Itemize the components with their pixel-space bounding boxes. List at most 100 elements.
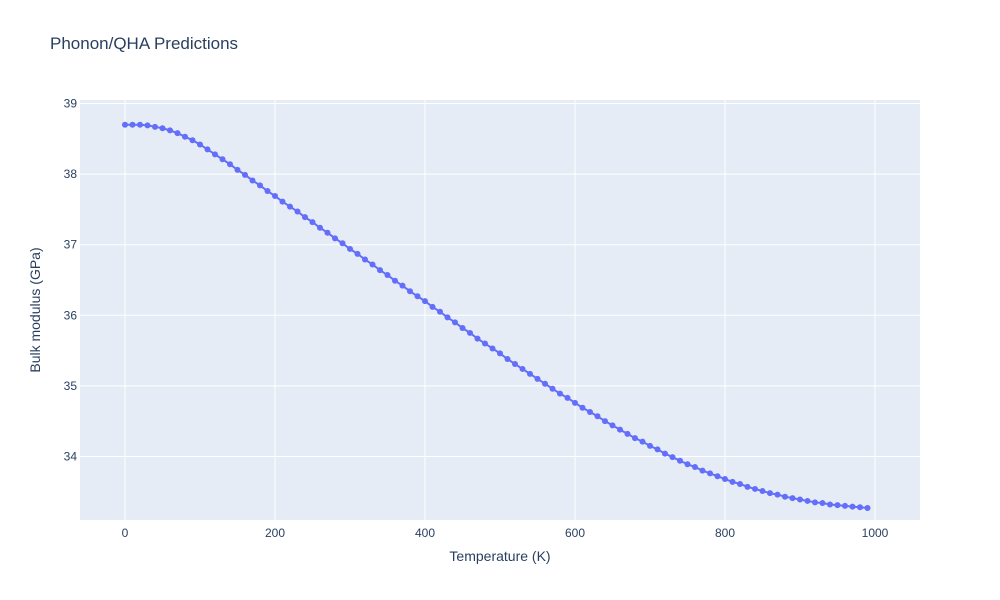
data-point bbox=[332, 235, 338, 242]
data-point bbox=[159, 125, 166, 132]
data-point bbox=[264, 188, 271, 195]
data-point bbox=[482, 340, 488, 347]
data-point bbox=[204, 146, 211, 153]
data-point bbox=[294, 208, 301, 215]
data-point bbox=[437, 308, 443, 315]
data-point bbox=[542, 380, 548, 387]
data-point bbox=[189, 137, 196, 144]
data-point bbox=[354, 250, 361, 257]
data-point bbox=[212, 151, 218, 158]
data-point bbox=[602, 418, 608, 425]
data-point bbox=[534, 375, 541, 382]
data-point bbox=[572, 399, 578, 406]
data-point bbox=[549, 385, 556, 392]
data-point bbox=[122, 121, 128, 128]
data-point bbox=[729, 478, 736, 485]
data-point bbox=[774, 491, 781, 498]
data-point bbox=[624, 430, 631, 437]
data-point bbox=[692, 464, 698, 471]
data-point bbox=[662, 450, 668, 457]
x-tick-label: 800 bbox=[715, 526, 735, 540]
x-tick-label: 600 bbox=[565, 526, 585, 540]
data-point bbox=[279, 198, 286, 205]
data-point bbox=[407, 288, 413, 295]
data-point bbox=[842, 502, 848, 509]
data-point bbox=[722, 476, 728, 483]
series-line bbox=[125, 123, 868, 509]
data-point bbox=[699, 467, 706, 474]
data-point bbox=[324, 229, 331, 236]
x-gridlines bbox=[124, 100, 876, 520]
data-point bbox=[137, 121, 143, 128]
data-point bbox=[864, 505, 871, 511]
data-point bbox=[519, 365, 526, 372]
data-point bbox=[399, 282, 406, 289]
data-point bbox=[317, 224, 323, 231]
data-point bbox=[219, 156, 226, 163]
data-point bbox=[609, 422, 616, 429]
data-point bbox=[587, 409, 593, 415]
data-point bbox=[654, 446, 661, 453]
data-point bbox=[782, 493, 788, 500]
chart-title: Phonon/QHA Predictions bbox=[50, 34, 239, 53]
data-point bbox=[557, 390, 563, 397]
data-point bbox=[564, 394, 571, 401]
data-point bbox=[759, 488, 766, 495]
x-tick-labels: 0 200 400 600 800 1000 bbox=[122, 526, 889, 540]
data-point bbox=[789, 495, 796, 502]
data-point bbox=[272, 193, 278, 199]
x-tick-label: 0 bbox=[122, 526, 129, 540]
data-point bbox=[804, 497, 811, 504]
data-point bbox=[677, 457, 683, 464]
data-point bbox=[392, 277, 398, 284]
data-point bbox=[444, 314, 451, 321]
data-point bbox=[617, 426, 623, 433]
data-point bbox=[497, 350, 503, 357]
data-point bbox=[339, 240, 346, 247]
x-axis-title: Temperature (K) bbox=[449, 548, 550, 564]
data-point bbox=[227, 161, 233, 168]
data-point bbox=[234, 166, 241, 173]
data-point bbox=[144, 122, 151, 129]
data-point bbox=[512, 361, 518, 367]
data-point bbox=[369, 261, 376, 268]
data-point bbox=[737, 481, 743, 487]
data-point bbox=[744, 483, 751, 490]
data-point bbox=[812, 499, 818, 506]
data-point bbox=[129, 121, 136, 128]
data-point bbox=[249, 177, 256, 184]
plot-area bbox=[80, 100, 920, 520]
x-tick-label: 400 bbox=[415, 526, 435, 540]
y-axis-title: Bulk modulus (GPa) bbox=[27, 247, 43, 372]
data-point bbox=[182, 133, 188, 140]
data-point bbox=[452, 319, 458, 326]
data-point bbox=[639, 438, 646, 445]
data-point bbox=[819, 500, 826, 507]
data-point bbox=[309, 219, 316, 226]
data-point bbox=[669, 454, 676, 461]
data-point bbox=[684, 461, 691, 468]
y-gridlines bbox=[80, 103, 920, 457]
data-point bbox=[714, 473, 721, 480]
data-point bbox=[152, 123, 158, 130]
data-point bbox=[257, 182, 263, 189]
y-tick-label: 34 bbox=[64, 449, 78, 463]
y-tick-labels: 34 35 36 37 38 39 bbox=[64, 97, 78, 464]
data-point bbox=[707, 470, 713, 477]
data-point bbox=[797, 496, 803, 503]
data-point bbox=[632, 435, 638, 442]
data-point bbox=[579, 404, 586, 411]
data-point bbox=[362, 256, 368, 263]
data-point bbox=[414, 293, 421, 300]
data-point bbox=[302, 214, 308, 221]
data-point bbox=[287, 203, 293, 210]
data-point bbox=[242, 171, 248, 178]
x-tick-label: 1000 bbox=[862, 526, 889, 540]
data-point bbox=[429, 303, 436, 310]
data-point bbox=[489, 345, 496, 352]
data-point bbox=[422, 298, 428, 305]
data-point bbox=[857, 504, 863, 511]
y-tick-label: 38 bbox=[64, 167, 78, 181]
data-point bbox=[467, 329, 473, 336]
